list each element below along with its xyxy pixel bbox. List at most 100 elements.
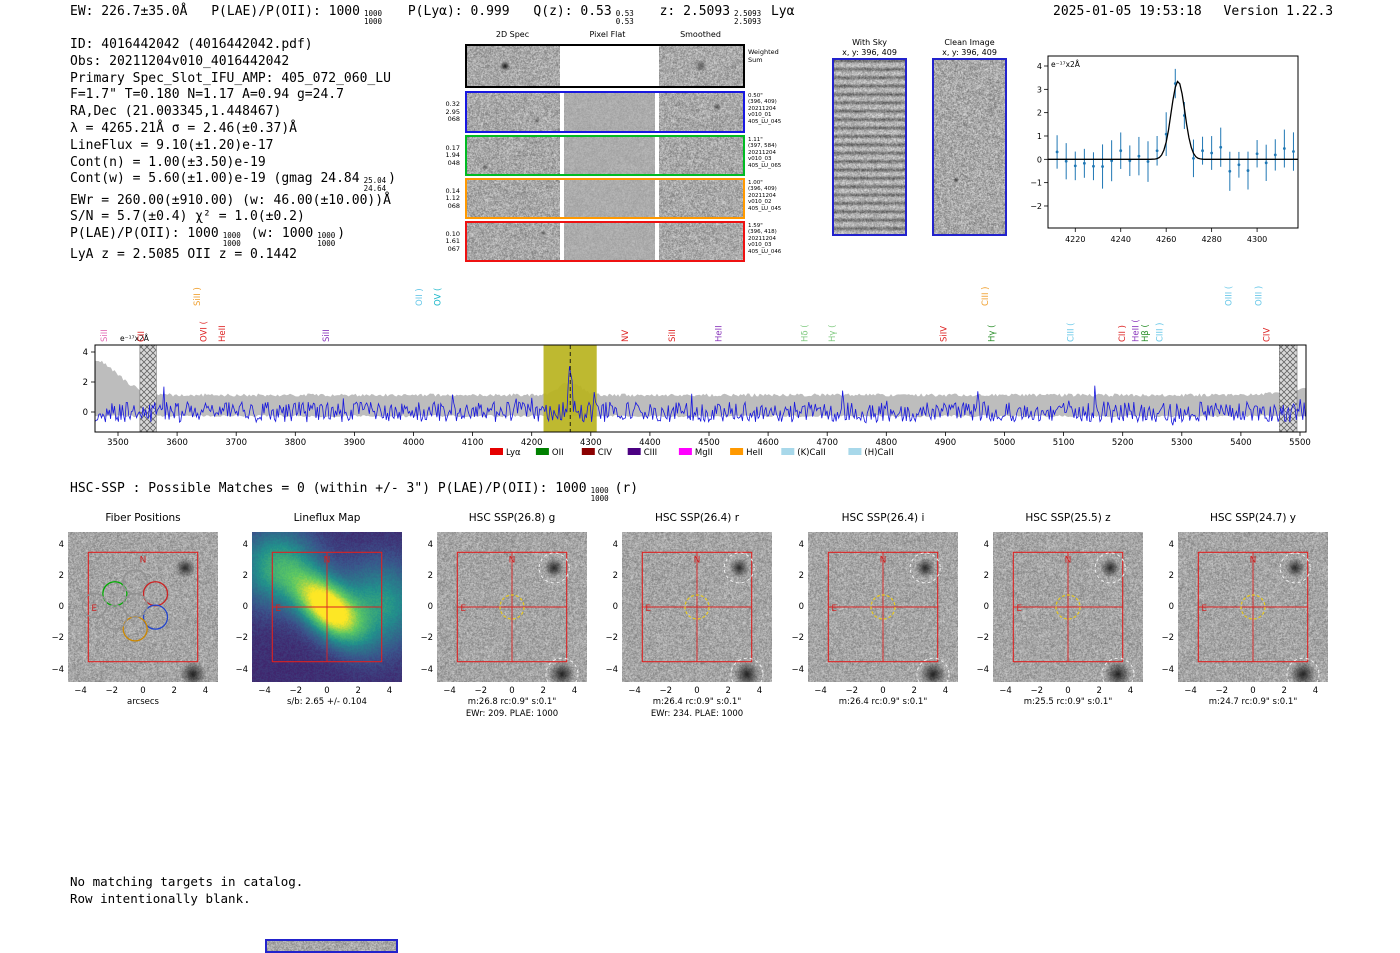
hsc-ytick-label: 2 — [1152, 571, 1174, 581]
hsc-xtick-label: 0 — [685, 686, 709, 696]
spec2d-row-right-label: 0.50" (396, 409) 20211204 v010_01 405_LU_045 — [748, 93, 814, 125]
spec2d-row — [465, 135, 745, 176]
hsc-ytick-label: −4 — [596, 665, 618, 675]
svg-text:Hδ (: Hδ ( — [801, 324, 811, 342]
svg-text:5500: 5500 — [1289, 438, 1311, 448]
hsc-xtick-label: 2 — [531, 686, 555, 696]
hsc-xtick-label: 0 — [1056, 686, 1080, 696]
plya-value: P(Lyα): 0.999 — [408, 4, 510, 19]
hsc-ytick-label: 4 — [42, 540, 64, 550]
hsc-panel-title: HSC SSP(25.5) z — [978, 512, 1158, 524]
svg-text:E: E — [831, 604, 837, 614]
spec2d-image — [659, 180, 743, 217]
spec2d-col-header-smoothed: Smoothed — [658, 30, 743, 39]
z-value: z: 2.5093 — [660, 4, 730, 19]
next-row-partial-panel — [265, 939, 398, 953]
clean-coords: x, y: 396, 409 — [932, 48, 1007, 57]
svg-text:HeII: HeII — [218, 325, 228, 342]
hsc-panel-title: HSC SSP(26.4) r — [607, 512, 787, 524]
hsc-ytick-label: 4 — [596, 540, 618, 550]
hsc-ytick-label: 0 — [782, 602, 804, 612]
plae-poii-range: 1000 1000 — [364, 10, 382, 25]
withsky-title: With Sky — [832, 38, 907, 47]
svg-text:4: 4 — [1037, 62, 1042, 71]
svg-text:4100: 4100 — [462, 438, 484, 448]
image-overlay: NE — [437, 532, 587, 682]
svg-text:5100: 5100 — [1053, 438, 1075, 448]
hsc-xtick-label: 0 — [1241, 686, 1265, 696]
image-overlay: NE — [622, 532, 772, 682]
svg-text:4240: 4240 — [1111, 235, 1131, 244]
svg-text:HeII: HeII — [746, 448, 763, 458]
hsc-ytick-label: 0 — [1152, 602, 1174, 612]
qz-range: 0.53 0.53 — [616, 10, 634, 25]
hsc-ytick-label: −2 — [782, 633, 804, 643]
spec2d-row-right-label: 1.11" (397, 584) 20211204 v010_03 405_LU_065 — [748, 137, 814, 169]
spec2d-image — [659, 93, 743, 131]
hsc-ytick-label: 4 — [782, 540, 804, 550]
spec2d-row — [465, 91, 745, 133]
image-overlay: NE — [993, 532, 1143, 682]
info-fiber-params: F=1.7" T=0.180 N=1.17 A=0.94 g=24.7 — [70, 87, 396, 104]
svg-text:−1: −1 — [1030, 179, 1042, 188]
hsc-ytick-label: 0 — [42, 602, 64, 612]
spec2d-row-left-label: 0.32 2.95 068 — [428, 101, 460, 124]
spec2d-col-header-2dspec: 2D Spec — [470, 30, 555, 39]
svg-text:SiIV: SiIV — [940, 326, 950, 342]
spec2d-row-right-label: 1.00" (396, 409) 20211204 v010_02 405_LU_045 — [748, 180, 814, 212]
withsky-image-frame — [832, 58, 907, 236]
svg-text:4220: 4220 — [1065, 235, 1085, 244]
svg-text:E: E — [275, 604, 281, 614]
hsc-xtick-label: 0 — [315, 686, 339, 696]
spec2d-image — [467, 93, 560, 131]
hsc-xtick-label: 2 — [902, 686, 926, 696]
hsc-xtick-label: −2 — [100, 686, 124, 696]
svg-text:OV (: OV ( — [434, 288, 444, 306]
hsc-ytick-label: −2 — [226, 633, 248, 643]
spec2d-image — [467, 137, 560, 174]
svg-text:3700: 3700 — [225, 438, 247, 448]
hsc-xtick-label: 4 — [1119, 686, 1143, 696]
hsc-ytick-label: −2 — [42, 633, 64, 643]
spec2d-image — [467, 180, 560, 217]
hsc-panel-caption2: EWr: 209. PLAE: 1000 — [417, 709, 607, 719]
hsc-panel-caption2: EWr: 234. PLAE: 1000 — [602, 709, 792, 719]
hsc-ytick-label: −2 — [411, 633, 433, 643]
svg-text:NV: NV — [621, 330, 631, 342]
hsc-ytick-label: −4 — [782, 665, 804, 675]
hsc-panel-caption: m:26.4 rc:0.9" s:0.1" — [788, 697, 978, 707]
info-sn-chi2: S/N = 5.7(±0.4) χ² = 1.0(±0.2) — [70, 209, 396, 226]
report-datetime: 2025-01-05 19:53:18 — [1053, 4, 1202, 19]
hsc-xtick-label: 4 — [748, 686, 772, 696]
spec2d-row — [465, 44, 745, 88]
svg-text:5400: 5400 — [1230, 438, 1252, 448]
svg-text:2: 2 — [1037, 109, 1042, 118]
hsc-xtick-label: −4 — [994, 686, 1018, 696]
hsc-xtick-label: 2 — [1272, 686, 1296, 696]
spec2d-image — [659, 46, 743, 86]
svg-text:CIII ): CIII ) — [1155, 323, 1165, 342]
svg-text:CIV: CIV — [598, 448, 612, 458]
svg-text:SiII: SiII — [668, 329, 678, 342]
hsc-ytick-label: 0 — [411, 602, 433, 612]
svg-text:4280: 4280 — [1201, 235, 1221, 244]
svg-text:Lyα: Lyα — [506, 448, 521, 458]
info-ra-dec: RA,Dec (21.003345,1.448467) — [70, 104, 396, 121]
hsc-panel-title: HSC SSP(26.4) i — [793, 512, 973, 524]
svg-text:4900: 4900 — [935, 438, 957, 448]
svg-text:SiII: SiII — [322, 329, 332, 342]
target-info-block: ID: 4016442042 (4016442042.pdf) Obs: 202… — [70, 37, 396, 264]
svg-text:−2: −2 — [1030, 202, 1042, 211]
svg-text:CII ): CII ) — [1118, 325, 1128, 342]
hsc-panel-caption: s/b: 2.65 +/- 0.104 — [232, 697, 422, 707]
info-plae-poii: P(LAE)/P(OII): 1000 1000 1000 (w: 1000 1000… — [70, 226, 396, 247]
svg-text:OII: OII — [552, 448, 564, 458]
line-fit-plot: −2−1012344220 4240 4260 4280 4300e⁻¹⁷x2Å — [1030, 48, 1320, 248]
spec2d-image — [564, 137, 655, 174]
spec2d-image — [467, 223, 560, 260]
svg-text:CIII: CIII — [644, 448, 657, 458]
hsc-ytick-label: −2 — [596, 633, 618, 643]
hsc-ytick-label: 2 — [226, 571, 248, 581]
datetime-version: 2025-01-05 19:53:18 Version 1.22.3 — [1053, 4, 1333, 19]
hsc-xtick-label: 4 — [934, 686, 958, 696]
